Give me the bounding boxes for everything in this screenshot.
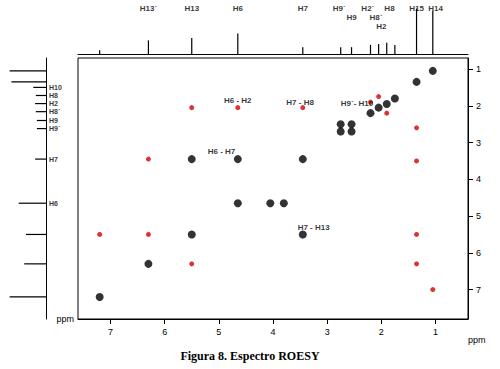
- svg-text:H6 - H7: H6 - H7: [208, 147, 236, 156]
- svg-text:H8: H8: [49, 92, 58, 99]
- svg-text:H13´: H13´: [140, 4, 158, 13]
- svg-text:H7 - H13: H7 - H13: [298, 223, 331, 232]
- svg-text:H8´: H8´: [369, 13, 382, 22]
- svg-text:H8´: H8´: [49, 108, 61, 115]
- svg-text:H6 - H2: H6 - H2: [224, 96, 252, 105]
- svg-text:3: 3: [325, 327, 330, 337]
- svg-text:4: 4: [476, 174, 481, 184]
- svg-text:H7: H7: [49, 156, 58, 163]
- svg-text:5: 5: [216, 327, 221, 337]
- svg-text:7: 7: [108, 327, 113, 337]
- svg-text:H6: H6: [49, 200, 58, 207]
- svg-text:H2: H2: [376, 22, 387, 31]
- svg-text:H15: H15: [409, 4, 424, 13]
- svg-text:6: 6: [476, 248, 481, 258]
- svg-text:1: 1: [433, 327, 438, 337]
- svg-text:1: 1: [476, 64, 481, 74]
- svg-text:4: 4: [270, 327, 275, 337]
- svg-text:6: 6: [162, 327, 167, 337]
- svg-text:5: 5: [476, 211, 481, 221]
- svg-text:Figura 8. Espectro ROESY: Figura 8. Espectro ROESY: [180, 349, 319, 363]
- svg-text:ppm: ppm: [56, 314, 74, 324]
- svg-text:H8: H8: [384, 4, 395, 13]
- svg-text:3: 3: [476, 138, 481, 148]
- svg-text:H2´: H2´: [361, 4, 374, 13]
- svg-text:H9´- H10: H9´- H10: [341, 99, 374, 108]
- svg-text:H14: H14: [428, 4, 443, 13]
- svg-text:H9: H9: [49, 117, 58, 124]
- svg-text:H7: H7: [298, 4, 309, 13]
- svg-text:H10: H10: [49, 84, 62, 91]
- svg-text:2: 2: [476, 101, 481, 111]
- svg-text:H13: H13: [184, 4, 199, 13]
- svg-text:H9: H9: [346, 13, 357, 22]
- svg-text:7: 7: [476, 285, 481, 295]
- svg-text:ppm: ppm: [468, 335, 486, 345]
- svg-text:H2: H2: [49, 100, 58, 107]
- svg-text:2: 2: [379, 327, 384, 337]
- svg-text:H9´: H9´: [49, 125, 61, 132]
- svg-text:H7 - H8: H7 - H8: [286, 98, 314, 107]
- svg-text:H9´: H9´: [333, 4, 346, 13]
- svg-text:H6: H6: [233, 4, 244, 13]
